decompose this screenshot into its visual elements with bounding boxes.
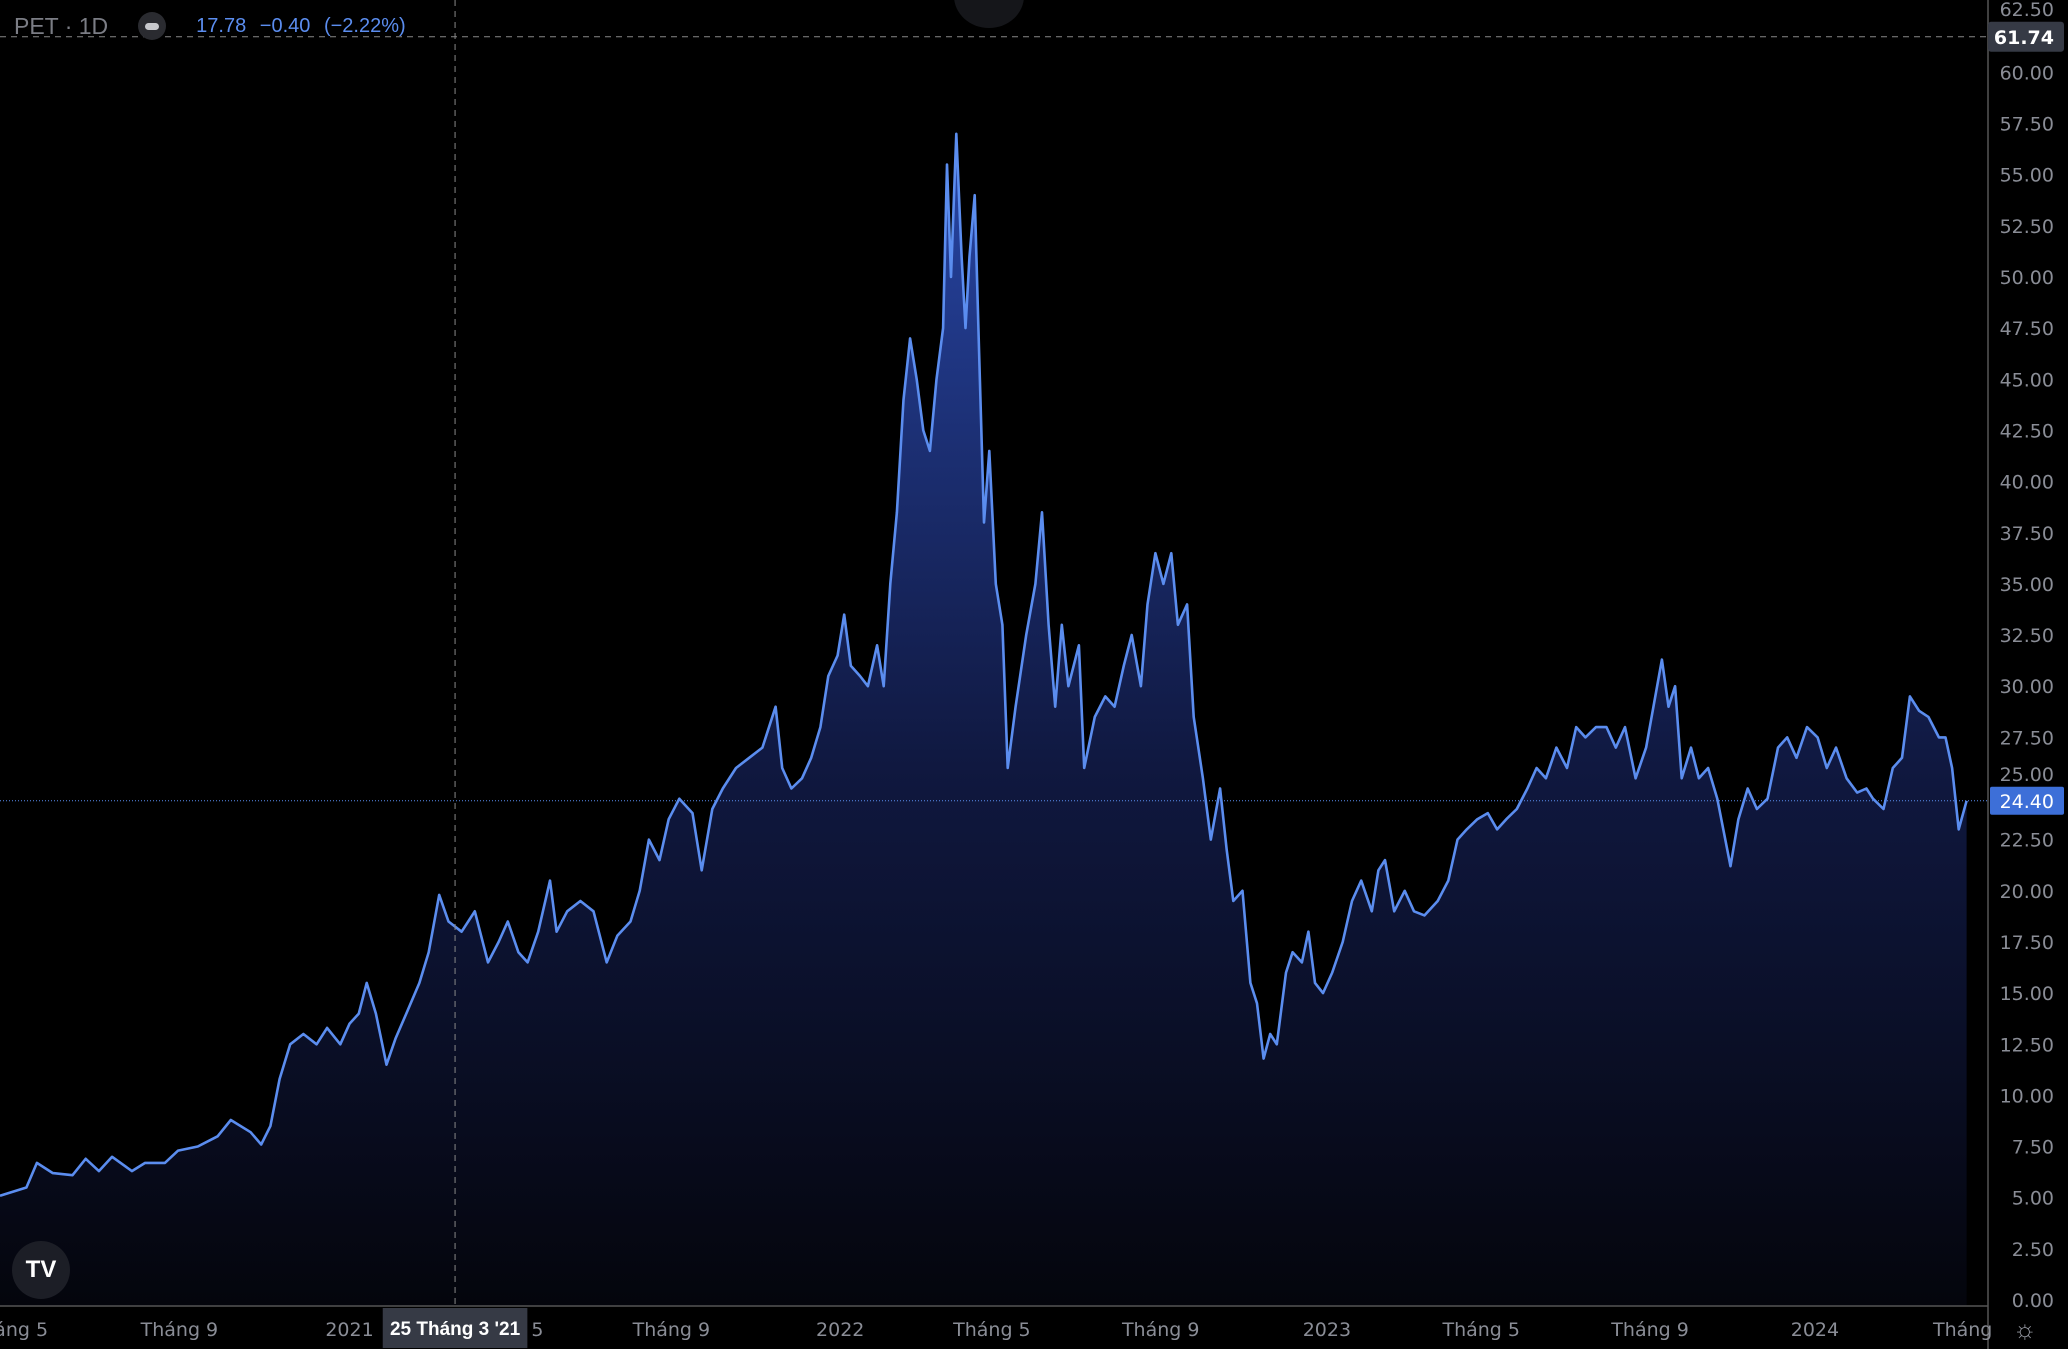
- y-tick-label: 22.50: [2000, 830, 2054, 852]
- x-tick-label: Tháng 5: [952, 1319, 1031, 1341]
- x-tick-label: áng 5: [0, 1319, 48, 1341]
- symbol-label[interactable]: PET · 1D: [14, 12, 109, 39]
- y-tick-label: 42.50: [2000, 420, 2054, 442]
- x-tick-label: Tháng 9: [1610, 1319, 1689, 1341]
- y-tick-label: 60.00: [2000, 62, 2054, 84]
- x-tick-label: 2024: [1791, 1319, 1839, 1341]
- y-tick-label: 10.00: [2000, 1085, 2054, 1107]
- y-tick-label: 25.00: [2000, 764, 2054, 786]
- price-axis[interactable]: [1988, 0, 2068, 1349]
- y-tick-label: 55.00: [2000, 165, 2054, 187]
- x-tick-label: Tháng 5: [1441, 1319, 1520, 1341]
- y-tick-label: 57.50: [2000, 114, 2054, 136]
- y-tick-label: 50.00: [2000, 267, 2054, 289]
- gear-icon[interactable]: ☼: [2013, 1314, 2037, 1344]
- crosshair-price-label: 61.74: [1994, 27, 2054, 49]
- x-tick-label: Tháng 9: [140, 1319, 219, 1341]
- price-line: [0, 132, 1968, 1197]
- x-tick-label: 2023: [1303, 1319, 1351, 1341]
- y-tick-label: 30.00: [2000, 676, 2054, 698]
- legend-values: 17.78 −0.40 (−2.22%): [196, 15, 414, 38]
- x-tick-label: 2021: [325, 1319, 373, 1341]
- y-tick-label: 5.00: [2012, 1188, 2054, 1210]
- legend-value: 17.78: [196, 14, 247, 37]
- x-tick-label: Tháng 9: [632, 1319, 711, 1341]
- y-tick-label: 40.00: [2000, 472, 2054, 494]
- x-tick-label: 2022: [816, 1319, 864, 1341]
- y-tick-label: 52.50: [2000, 216, 2054, 238]
- y-tick-label: 62.50: [2000, 0, 2054, 21]
- tradingview-logo-icon[interactable]: TV: [12, 1241, 70, 1299]
- logo-text: TV: [25, 1256, 57, 1283]
- crosshair-price-box: [1988, 21, 2064, 52]
- y-tick-label: 37.50: [2000, 523, 2054, 545]
- hide-legend-icon[interactable]: [138, 12, 167, 40]
- y-tick-label: 45.00: [2000, 369, 2054, 391]
- y-tick-label: 35.00: [2000, 574, 2054, 596]
- y-tick-label: 27.50: [2000, 727, 2054, 749]
- y-tick-label: 7.50: [2012, 1137, 2054, 1159]
- y-tick-label: 12.50: [2000, 1034, 2054, 1056]
- crosshair-date-label: 25 Tháng 3 '21: [390, 1319, 521, 1340]
- y-tick-label: 20.00: [2000, 881, 2054, 903]
- y-tick-label: 32.50: [2000, 625, 2054, 647]
- time-axis[interactable]: [0, 1306, 1988, 1349]
- x-tick-label: 5: [531, 1319, 543, 1341]
- price-area-fill: [0, 133, 1967, 1306]
- y-tick-label: 17.50: [2000, 932, 2054, 954]
- legend-change: −0.40: [259, 14, 311, 37]
- last-price-box: [1990, 786, 2064, 815]
- chart-legend: PET · 1D 17.78 −0.40 (−2.22%): [14, 12, 414, 40]
- crosshair-date-box: [382, 1308, 528, 1348]
- last-price-label: 24.40: [2000, 791, 2054, 813]
- y-tick-label: 47.50: [2000, 318, 2054, 340]
- y-tick-label: 0.00: [2012, 1290, 2054, 1312]
- y-tick-label: 2.50: [2012, 1239, 2054, 1261]
- y-tick-label: 15.00: [2000, 983, 2054, 1005]
- x-tick-label: Tháng: [1932, 1319, 1992, 1341]
- legend-change-pct: (−2.22%): [323, 14, 406, 37]
- x-tick-label: Tháng 9: [1121, 1319, 1200, 1341]
